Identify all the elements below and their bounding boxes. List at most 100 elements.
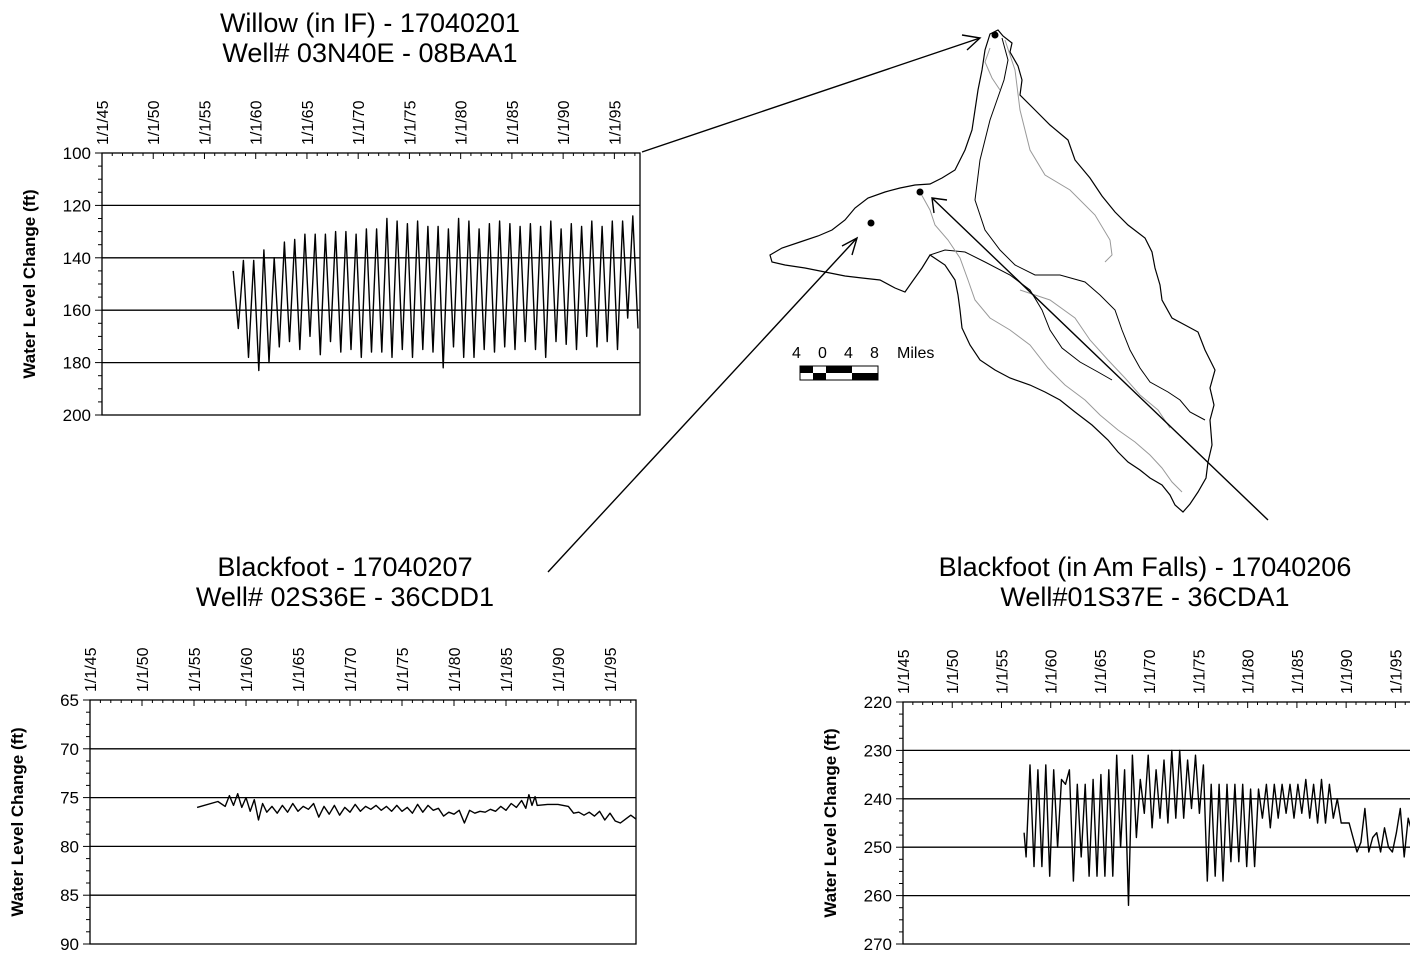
series-line [1023, 749, 1410, 906]
x-tick-label: 1/1/90 [556, 100, 573, 145]
x-tick-label: 1/1/55 [197, 100, 214, 145]
x-tick-label: 1/1/75 [1191, 649, 1208, 694]
y-tick-label: 230 [864, 741, 892, 760]
x-tick-label: 1/1/85 [499, 647, 516, 692]
chart2-title-line1: Blackfoot - 17040207 [217, 552, 473, 582]
river-line-3 [1019, 289, 1171, 429]
y-axis-title: Water Level Change (ft) [8, 727, 27, 916]
y-tick-label: 120 [63, 196, 91, 215]
y-tick-label: 260 [864, 887, 892, 906]
chart-blackfoot-amfalls: 220 230 240 250 260 270 Water Level Change (ft… [821, 649, 1410, 954]
chart1-title: Willow (in IF) - 17040201 Well# 03N40E -… [160, 8, 580, 68]
x-tick-label: 1/1/70 [1142, 649, 1159, 694]
series-line [196, 793, 637, 824]
connector-arrows [547, 34, 1269, 573]
y-axis-title: Water Level Change (ft) [20, 189, 39, 378]
y-tick-label: 80 [60, 837, 79, 856]
river-line [1004, 39, 1113, 263]
x-tick-label: 1/1/45 [896, 649, 913, 694]
arrow-blackfoot [547, 237, 858, 573]
arrowhead-willow [961, 34, 982, 51]
x-tick-label: 1/1/95 [607, 100, 624, 145]
scale-units: Miles [897, 345, 934, 362]
y-tick-label: 140 [63, 249, 91, 268]
scale-label-8: 8 [870, 345, 879, 362]
well-marker-blackfoot-amfalls [916, 188, 924, 196]
y-tick-label: 75 [60, 789, 79, 808]
x-tick-label: 1/1/65 [1093, 649, 1110, 694]
chart2-title-line2: Well# 02S36E - 36CDD1 [195, 582, 495, 612]
y-tick-label: 240 [864, 790, 892, 809]
plot-frame [902, 701, 1410, 945]
well-marker-blackfoot [867, 219, 875, 227]
y-tick-label: 220 [864, 693, 892, 712]
x-tick-label: 1/1/95 [603, 647, 620, 692]
x-tick-label: 1/1/45 [95, 100, 112, 145]
x-tick-label: 1/1/80 [447, 647, 464, 692]
well-marker-willow [991, 31, 999, 39]
arrowhead-blackfoot-amfalls [931, 197, 948, 214]
river-line-2 [919, 191, 1183, 493]
chart1-title-line2: Well# 03N40E - 08BAA1 [222, 38, 518, 68]
x-tick-label: 1/1/80 [1241, 649, 1258, 694]
y-tick-label: 250 [864, 838, 892, 857]
y-tick-label: 270 [864, 935, 892, 954]
chart-blackfoot: 65 70 75 80 85 90 Water Level Change (ft) 1/1/4… [8, 647, 637, 954]
chart3-title-line1: Blackfoot (in Am Falls) - 17040206 [938, 552, 1352, 582]
x-tick-label: 1/1/75 [402, 100, 419, 145]
chart-willow: 100 120 140 160 180 200 Water Level Change (ft… [20, 100, 641, 425]
x-tick-label: 1/1/55 [187, 647, 204, 692]
x-tick-label: 1/1/60 [1044, 649, 1061, 694]
x-tick-label: 1/1/90 [1339, 649, 1356, 694]
chart3-title: Blackfoot (in Am Falls) - 17040206 Well#… [880, 552, 1410, 612]
y-tick-label: 200 [63, 406, 91, 425]
plot-frame [89, 699, 637, 945]
x-tick-label: 1/1/50 [146, 100, 163, 145]
y-tick-label: 100 [63, 144, 91, 163]
x-tick-label: 1/1/85 [1290, 649, 1307, 694]
arrow-blackfoot-amfalls [931, 197, 1269, 521]
scale-label-0: 0 [818, 345, 827, 362]
x-tick-label: 1/1/55 [994, 649, 1011, 694]
series-line [232, 215, 639, 372]
x-tick-label: 1/1/60 [239, 647, 256, 692]
y-tick-label: 180 [63, 354, 91, 373]
chart2-title: Blackfoot - 17040207 Well# 02S36E - 36CD… [140, 552, 550, 612]
arrowhead-blackfoot [841, 236, 859, 256]
x-tick-label: 1/1/70 [343, 647, 360, 692]
watershed-map [769, 29, 1216, 513]
chart3-title-line2: Well#01S37E - 36CDA1 [1000, 582, 1290, 612]
y-tick-label: 70 [60, 740, 79, 759]
y-tick-label: 65 [60, 691, 79, 710]
scale-bar-block [852, 373, 878, 380]
y-tick-label: 160 [63, 301, 91, 320]
river-line-4 [984, 47, 1001, 91]
scale-label-4: 4 [844, 345, 853, 362]
scale-bar-block [826, 366, 852, 373]
x-tick-label: 1/1/60 [249, 100, 266, 145]
subbasin-divide-2 [929, 249, 1113, 381]
x-tick-label: 1/1/95 [1388, 649, 1405, 694]
scale-bar-block [800, 366, 813, 373]
y-axis-title: Water Level Change (ft) [821, 728, 840, 917]
y-tick-label: 85 [60, 886, 79, 905]
scale-bar-block [813, 373, 826, 380]
chart1-title-line1: Willow (in IF) - 17040201 [219, 8, 521, 38]
x-tick-label: 1/1/90 [551, 647, 568, 692]
x-tick-label: 1/1/65 [300, 100, 317, 145]
x-tick-label: 1/1/45 [83, 647, 100, 692]
x-tick-label: 1/1/85 [505, 100, 522, 145]
y-tick-label: 90 [60, 935, 79, 954]
x-tick-label: 1/1/75 [395, 647, 412, 692]
x-tick-label: 1/1/80 [454, 100, 471, 145]
scale-label-4-left: 4 [792, 345, 801, 362]
arrow-willow [641, 37, 981, 153]
subbasin-divide [974, 37, 1206, 421]
x-tick-label: 1/1/50 [945, 649, 962, 694]
x-tick-label: 1/1/65 [291, 647, 308, 692]
map-scale-bar: 4 0 4 8 Miles [792, 345, 934, 381]
watershed-boundary [769, 29, 1216, 513]
x-tick-label: 1/1/70 [351, 100, 368, 145]
x-tick-label: 1/1/50 [135, 647, 152, 692]
